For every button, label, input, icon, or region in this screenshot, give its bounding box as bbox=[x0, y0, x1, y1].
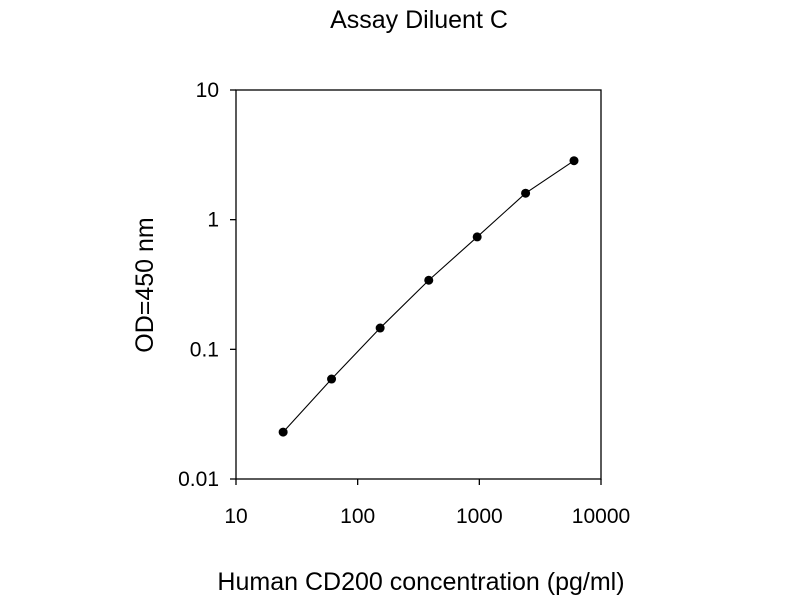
y-axis-ticks: 0.01 0.1 1 10 bbox=[178, 79, 236, 491]
x-axis-label: Human CD200 concentration (pg/ml) bbox=[217, 568, 624, 596]
y-tick-label: 0.1 bbox=[190, 338, 219, 361]
x-tick-label: 10 bbox=[224, 505, 247, 528]
data-point bbox=[327, 374, 337, 384]
y-axis-label: OD=450 nm bbox=[131, 217, 159, 353]
x-tick-label: 100 bbox=[340, 505, 375, 528]
data-point bbox=[569, 156, 579, 166]
y-tick-label: 0.01 bbox=[178, 468, 219, 491]
y-tick-label: 1 bbox=[207, 209, 219, 232]
data-point bbox=[424, 275, 434, 285]
series-layer bbox=[278, 156, 579, 437]
chart-title: Assay Diluent C bbox=[330, 6, 508, 34]
data-point bbox=[472, 232, 482, 242]
x-axis-ticks: 10 100 1000 10000 bbox=[224, 479, 630, 528]
data-point bbox=[278, 427, 288, 437]
plot-frame bbox=[235, 89, 602, 480]
series-line bbox=[282, 160, 575, 433]
data-point bbox=[375, 323, 385, 333]
y-tick-label: 10 bbox=[196, 79, 219, 102]
x-tick-label: 10000 bbox=[572, 505, 630, 528]
x-tick-label: 1000 bbox=[456, 505, 503, 528]
data-point bbox=[521, 188, 531, 198]
